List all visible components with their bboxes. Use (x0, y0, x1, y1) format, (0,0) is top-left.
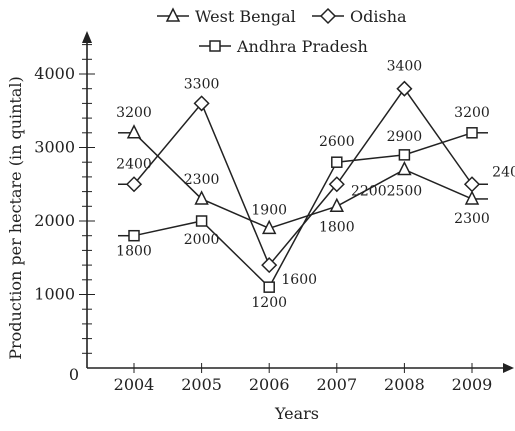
y-tick-label: 2000 (34, 211, 75, 230)
y-axis-arrow (82, 31, 92, 43)
data-label: 3200 (454, 105, 490, 121)
x-tick-label: 2007 (316, 375, 357, 394)
data-label: 2500 (387, 184, 423, 200)
y-origin-label: 0 (69, 365, 79, 384)
x-tick-label: 2008 (384, 375, 425, 394)
triangle-marker (329, 197, 345, 213)
diamond-marker (396, 80, 413, 97)
diamond-marker (125, 176, 143, 193)
data-label: 1600 (281, 272, 317, 288)
data-labels: 3200 2300 1900 1800 2500 2300 2400 3300 1600 2200… (116, 59, 515, 311)
data-label: 2400 (492, 164, 515, 180)
series-layer (118, 80, 488, 293)
triangle-marker (261, 219, 277, 235)
square-marker (195, 215, 208, 227)
triangle-marker (464, 190, 480, 205)
y-tick-label: 3000 (34, 138, 75, 157)
data-label: 3200 (116, 105, 152, 121)
series-line (133, 132, 473, 230)
triangle-marker (194, 190, 209, 205)
x-axis-title: Years (274, 404, 319, 423)
legend: West Bengal Odisha Andhra Pradesh (157, 7, 407, 56)
y-tick-label: 1000 (34, 285, 75, 304)
data-label: 2300 (454, 211, 490, 227)
legend-triangle-icon (165, 7, 181, 22)
data-label: 2900 (387, 129, 423, 145)
square-marker (466, 127, 478, 139)
diamond-marker (463, 176, 481, 193)
data-label: 2200 (351, 183, 387, 199)
y-axis-title: Production per hectare (in quintal) (6, 76, 25, 360)
x-tick-label: 2005 (181, 375, 222, 394)
diamond-marker (193, 95, 210, 112)
square-marker (128, 229, 140, 242)
x-tick-label: 2006 (249, 375, 290, 394)
diamond-marker (261, 257, 278, 274)
legend-label: West Bengal (195, 7, 296, 26)
legend-diamond-icon (319, 7, 337, 25)
x-tick-label: 2009 (452, 375, 493, 394)
diamond-marker (328, 176, 345, 193)
y-tick-label: 4000 (34, 64, 75, 83)
data-label: 3300 (184, 76, 220, 92)
triangle-marker (397, 160, 412, 176)
legend-square-icon (209, 40, 221, 52)
square-marker (331, 156, 343, 168)
data-label: 3400 (387, 59, 423, 75)
legend-label: Andhra Pradesh (236, 37, 368, 56)
axes: 1000 2000 3000 4000 0 2004 2005 2006 2007 2008 200… (6, 31, 514, 423)
triangle-marker (126, 124, 142, 139)
data-label: 1900 (251, 202, 287, 218)
data-label: 1800 (319, 219, 355, 235)
data-label: 2000 (184, 232, 220, 248)
x-axis-arrow (503, 363, 514, 373)
square-marker (263, 281, 275, 293)
data-label: 1200 (251, 295, 287, 311)
data-label: 2400 (116, 156, 152, 172)
legend-label: Odisha (350, 7, 407, 26)
data-label: 2300 (184, 172, 220, 188)
series-line (133, 132, 473, 289)
x-tick-label: 2004 (114, 375, 155, 394)
data-label: 2600 (319, 134, 355, 150)
square-marker (398, 149, 411, 161)
data-label: 1800 (116, 244, 152, 260)
